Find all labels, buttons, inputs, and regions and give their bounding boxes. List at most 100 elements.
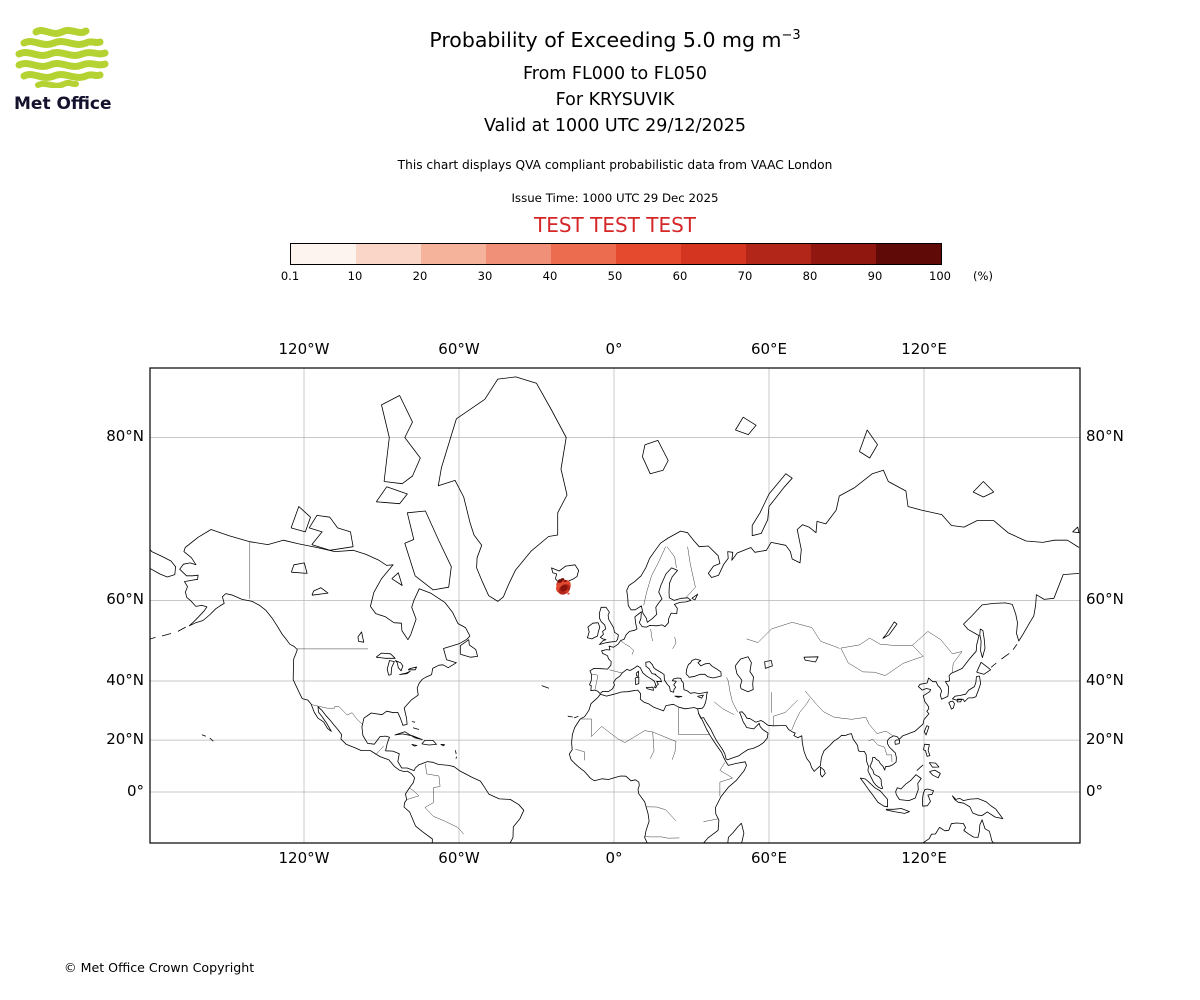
coastline (698, 713, 747, 843)
coastline (952, 675, 981, 702)
axis-label-top: 60°E (750, 340, 788, 358)
probability-colorbar (290, 243, 942, 265)
axis-label-left: 80°N (106, 427, 144, 445)
colorbar-unit-label: (%) (973, 269, 993, 283)
title-exponent: −3 (781, 28, 801, 44)
country-border (652, 731, 677, 742)
coastline (394, 731, 423, 740)
ash-cloud-contour (567, 592, 570, 595)
country-border (644, 836, 680, 839)
issue-time: Issue Time: 1000 UTC 29 Dec 2025 (511, 191, 719, 205)
legend-segment (421, 244, 486, 264)
coastline (541, 685, 550, 689)
country-border (645, 806, 677, 822)
coastline (179, 547, 433, 843)
axis-label-left: 40°N (106, 671, 144, 689)
coastline (928, 762, 940, 768)
colorbar-tick-label: 90 (867, 269, 883, 283)
coastline (885, 808, 910, 814)
coastline (455, 756, 458, 759)
country-border (620, 640, 634, 655)
coastline (764, 660, 773, 669)
coastline (421, 740, 437, 746)
country-border (868, 738, 893, 763)
ash-cloud-contour (560, 584, 568, 592)
coastline (923, 743, 931, 757)
coastline (685, 658, 722, 679)
coastline (895, 774, 922, 801)
coastline (598, 606, 619, 645)
coastline (386, 660, 395, 676)
met-office-logo-icon (15, 26, 109, 89)
legend-segment (876, 244, 941, 264)
colorbar-tick-label: 20 (412, 269, 428, 283)
coastline (209, 737, 214, 742)
coastline (803, 656, 819, 663)
coastline (1072, 526, 1080, 534)
coastline (751, 473, 793, 537)
coastline (589, 469, 1080, 694)
coastline (990, 662, 997, 668)
coastline (1001, 653, 1010, 660)
coastline (691, 593, 699, 601)
country-border (912, 631, 963, 673)
colorbar-tick-label: 70 (737, 269, 753, 283)
axis-label-top: 120°W (278, 340, 330, 358)
axis-label-left: 20°N (106, 730, 144, 748)
axis-label-bottom: 0° (605, 849, 623, 867)
coastline (391, 572, 403, 586)
coastline (407, 666, 417, 671)
coastline (727, 822, 745, 843)
country-border (375, 745, 384, 755)
coastline (411, 721, 416, 723)
country-border (840, 637, 924, 657)
country-border (311, 704, 363, 725)
country-border (406, 787, 420, 800)
colorbar-tick-label: 0.1 (280, 269, 300, 283)
colorbar-tick-label: 80 (802, 269, 818, 283)
country-border (714, 701, 735, 715)
subtitle-flight-levels: From FL000 to FL050 (522, 64, 708, 84)
country-border (671, 741, 677, 760)
coastline (161, 633, 172, 637)
legend-segment (811, 244, 876, 264)
coastline (820, 766, 826, 778)
coastline (599, 661, 708, 710)
coastline (412, 727, 420, 730)
legend-segment (746, 244, 811, 264)
coastline (894, 739, 901, 745)
colorbar-tick-label: 50 (607, 269, 623, 283)
coastline (882, 621, 898, 639)
country-border (424, 763, 464, 835)
coastline (184, 529, 525, 843)
country-border (729, 690, 738, 713)
colorbar-tick-label: 40 (542, 269, 558, 283)
met-office-logo-text: Met Office (14, 94, 112, 114)
coastline (922, 788, 934, 807)
legend-segment (291, 244, 356, 264)
coastline (375, 486, 408, 505)
country-border (609, 669, 623, 674)
qva-compliance-note: This chart displays QVA compliant probab… (397, 158, 833, 172)
world-map (149, 367, 1081, 844)
coastline (290, 506, 311, 533)
axis-label-right: 80°N (1086, 427, 1124, 445)
coastline (411, 744, 418, 747)
subtitle-volcano: For KRYSUVIK (555, 90, 675, 110)
coastline (357, 631, 365, 643)
legend-segment (486, 244, 551, 264)
country-border (773, 699, 798, 727)
coastline (674, 695, 683, 698)
colorbar-tick-label: 10 (347, 269, 363, 283)
coastline (587, 622, 601, 640)
legend-segment (551, 244, 616, 264)
coastline (567, 715, 573, 718)
coastline (568, 573, 1080, 843)
country-border (746, 622, 840, 649)
ash-cloud-contour (560, 578, 565, 581)
colorbar-tick-label: 30 (477, 269, 493, 283)
coastline (440, 744, 445, 747)
coastline (1012, 643, 1018, 650)
axis-label-bottom: 60°W (438, 849, 480, 867)
country-border (703, 818, 719, 822)
